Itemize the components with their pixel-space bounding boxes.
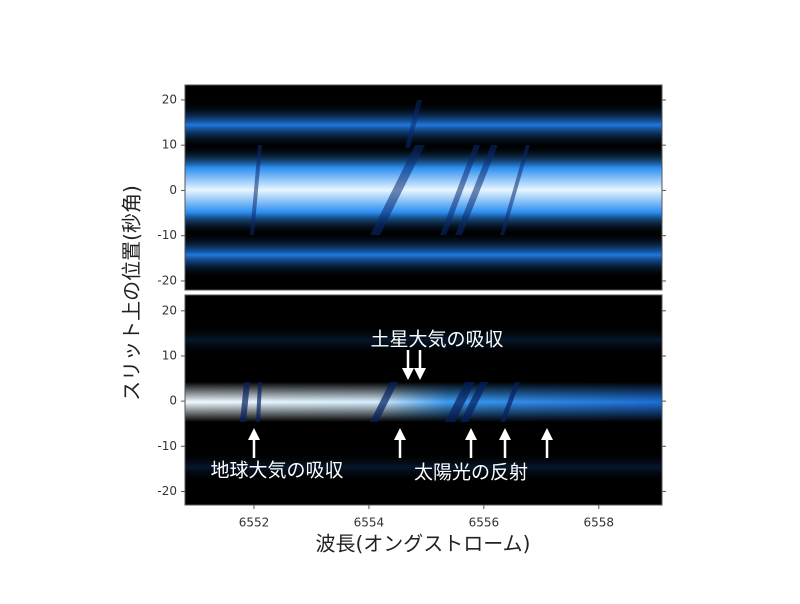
x-tick-label: 6556 xyxy=(469,516,500,530)
y-tick-label: 10 xyxy=(162,138,177,152)
x-axis-label: 波長(オングストローム) xyxy=(315,532,530,556)
panel-frame xyxy=(184,294,663,506)
y-tick-label: 20 xyxy=(162,303,177,317)
y-tick-label: 0 xyxy=(169,183,177,197)
y-tick-label: -20 xyxy=(157,484,177,498)
annotation: 土星大気の吸収 xyxy=(370,329,503,351)
annotation: 太陽光の反射 xyxy=(414,462,528,484)
y-tick-label: 0 xyxy=(169,394,177,408)
x-tick-label: 6552 xyxy=(239,516,270,530)
spectrum-bottom xyxy=(185,295,662,505)
x-tick-label: 6558 xyxy=(584,516,615,530)
annotation-arrows xyxy=(248,350,553,458)
spectrum-top xyxy=(185,85,662,290)
y-tick-label: -20 xyxy=(157,273,177,287)
y-tick-label: -10 xyxy=(157,228,177,242)
y-tick-label: 20 xyxy=(162,92,177,106)
y-tick-label: -10 xyxy=(157,439,177,453)
x-tick-label: 6554 xyxy=(354,516,385,530)
y-tick-label: 10 xyxy=(162,348,177,362)
y-axis-label: スリット上の位置(秒角) xyxy=(120,185,144,401)
panel-frame xyxy=(184,84,663,291)
annotation: 地球大気の吸収 xyxy=(210,460,343,482)
